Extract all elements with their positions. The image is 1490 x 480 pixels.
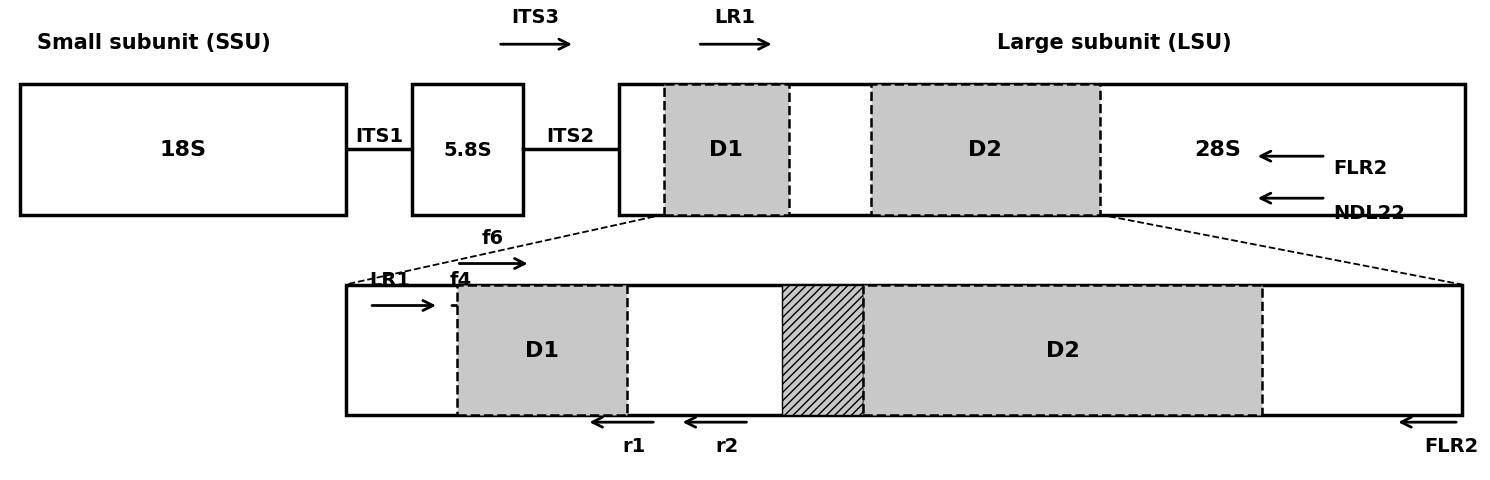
- Text: ITS3: ITS3: [511, 8, 559, 26]
- Bar: [863, 285, 1262, 415]
- Bar: [782, 285, 863, 415]
- Text: NDL22: NDL22: [1334, 203, 1405, 222]
- Text: D1: D1: [709, 140, 744, 160]
- Bar: [346, 285, 1462, 415]
- Text: r1: r1: [623, 436, 645, 455]
- Text: D1: D1: [524, 340, 559, 360]
- Text: ITS1: ITS1: [356, 126, 404, 145]
- Text: LR1: LR1: [714, 8, 755, 26]
- Bar: [620, 84, 1465, 215]
- Text: f6: f6: [481, 228, 504, 248]
- Text: D2: D2: [968, 140, 1001, 160]
- Bar: [663, 84, 790, 215]
- Bar: [870, 84, 1100, 215]
- Bar: [456, 285, 627, 415]
- Text: 18S: 18S: [159, 140, 207, 160]
- Text: 28S: 28S: [1195, 140, 1241, 160]
- Text: f4: f4: [448, 271, 471, 289]
- Text: 5.8S: 5.8S: [444, 141, 492, 159]
- Text: FLR2: FLR2: [1424, 436, 1478, 455]
- Text: D2: D2: [1046, 340, 1080, 360]
- Bar: [413, 84, 523, 215]
- Bar: [21, 84, 346, 215]
- Text: r2: r2: [715, 436, 739, 455]
- Text: FLR2: FLR2: [1334, 159, 1387, 178]
- Text: LR1: LR1: [370, 271, 410, 289]
- Text: Large subunit (LSU): Large subunit (LSU): [997, 33, 1232, 53]
- Text: ITS2: ITS2: [547, 126, 595, 145]
- Text: Small subunit (SSU): Small subunit (SSU): [37, 33, 270, 53]
